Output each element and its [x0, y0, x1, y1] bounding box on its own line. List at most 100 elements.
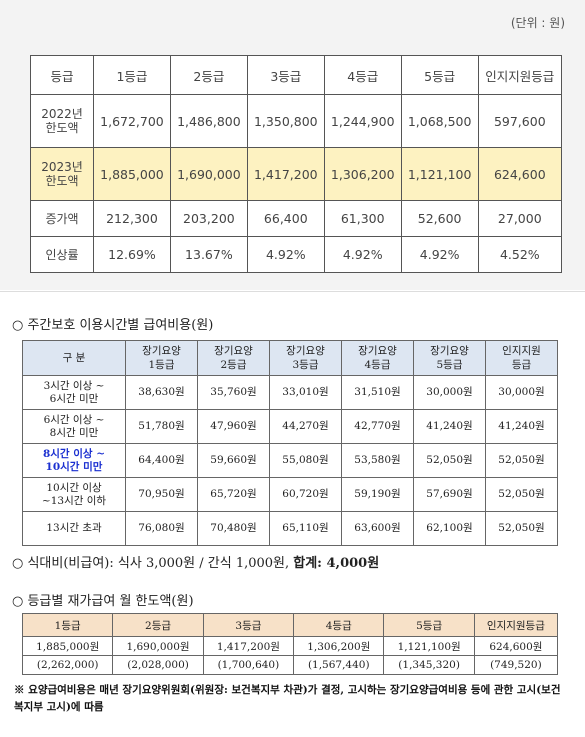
- table-cell: 61,300: [323, 200, 402, 237]
- row-label-line: 10시간 미만: [45, 460, 103, 473]
- table-row: 1,885,000원 1,690,000원 1,417,200원 1,306,2…: [21, 636, 559, 656]
- header-cell: 1등급: [93, 55, 171, 95]
- table-cell: 624,600: [477, 147, 563, 201]
- header-line: 3등급: [292, 359, 319, 371]
- table-cell: 212,300: [93, 200, 171, 237]
- table-cell: 30,000원: [413, 375, 486, 410]
- table-cell: 33,010원: [269, 375, 342, 410]
- row-label-line: 6시간 미만: [49, 392, 99, 405]
- table-row: 3시간 이상 ~6시간 미만 38,630원 35,760원 33,010원 3…: [22, 375, 558, 410]
- header-cell: 인지지원등급: [473, 613, 559, 637]
- table-cell: 41,240원: [485, 409, 558, 444]
- header-cell: 3등급: [202, 613, 295, 637]
- table-row: 6시간 이상 ~8시간 미만 51,780원 47,960원 44,270원 4…: [22, 409, 558, 444]
- header-cell: 등급: [30, 55, 94, 95]
- table-cell: 1,306,200: [323, 147, 402, 201]
- header-line: 4등급: [364, 359, 391, 371]
- row-label: 증가액: [30, 200, 94, 237]
- table-cell: 1,121,100: [400, 147, 479, 201]
- table-cell: 1,244,900: [323, 94, 402, 148]
- header-cell: 구 분: [22, 340, 126, 376]
- table-row: 13시간 초과 76,080원 70,480원 65,110원 63,600원 …: [22, 511, 558, 546]
- table-cell: 52,050원: [485, 477, 558, 512]
- table-cell: (1,700,640): [202, 655, 295, 675]
- table-cell: 1,672,700: [93, 94, 171, 148]
- table-cell: 70,950원: [125, 477, 198, 512]
- table-cell: 1,885,000: [93, 147, 171, 201]
- header-cell: 2등급: [169, 55, 248, 95]
- table-cell: 42,770원: [341, 409, 414, 444]
- row-label-line: 한도액: [45, 121, 79, 135]
- table-cell: 52,050원: [485, 511, 558, 546]
- table-cell: 41,240원: [413, 409, 486, 444]
- table-cell: 1,306,200원: [293, 636, 385, 656]
- header-cell: 장기요양 1등급: [125, 340, 198, 376]
- table-cell: 55,080원: [269, 443, 342, 478]
- meal-cost-text: ○ 식대비(비급여): 식사 3,000원 / 간식 1,000원,: [12, 556, 294, 571]
- row-label: 8시간 이상 ~10시간 미만: [22, 443, 126, 478]
- table-cell: (1,567,440): [293, 655, 385, 675]
- table-header-row: 등급 1등급 2등급 3등급 4등급 5등급 인지지원등급: [30, 55, 563, 95]
- header-cell: 장기요양 2등급: [197, 340, 270, 376]
- table-cell: 59,660원: [197, 443, 270, 478]
- table-cell: 4.52%: [477, 236, 563, 273]
- header-cell: 5등급: [400, 55, 479, 95]
- table-cell: 76,080원: [125, 511, 198, 546]
- table-cell: 4.92%: [323, 236, 402, 273]
- row-label-line: 한도액: [45, 174, 79, 188]
- table-cell: 1,885,000원: [21, 636, 114, 656]
- header-line: 5등급: [436, 359, 463, 371]
- table-cell: 30,000원: [485, 375, 558, 410]
- table-cell: 64,400원: [125, 443, 198, 478]
- footnote: ※ 요양급여비용은 매년 장기요양위원회(위원장: 보건복지부 차관)가 결정,…: [14, 684, 561, 713]
- header-line: 1등급: [148, 359, 175, 371]
- meal-cost-line: ○ 식대비(비급여): 식사 3,000원 / 간식 1,000원, 합계: 4…: [12, 552, 379, 571]
- table-cell: 53,580원: [341, 443, 414, 478]
- header-cell: 3등급: [246, 55, 325, 95]
- header-cell: 인지지원등급: [477, 55, 563, 95]
- row-label-line: 10시간 이상: [46, 481, 102, 494]
- header-line: 장기요양: [358, 345, 397, 357]
- home-care-section-title: ○ 등급별 재가급여 월 한도액(원): [12, 594, 194, 609]
- limit-comparison-table: 등급 1등급 2등급 3등급 4등급 5등급 인지지원등급 2022년 한도액 1…: [30, 55, 563, 273]
- table-cell: 35,760원: [197, 375, 270, 410]
- header-line: 장기요양: [214, 345, 253, 357]
- row-label: 2022년 한도액: [30, 94, 94, 148]
- header-line: 장기요양: [142, 345, 181, 357]
- table-cell: 52,600: [400, 200, 479, 237]
- table-cell: 60,720원: [269, 477, 342, 512]
- header-line: 장기요양: [430, 345, 469, 357]
- header-cell: 5등급: [383, 613, 475, 637]
- table-cell: 57,690원: [413, 477, 486, 512]
- table-cell: 1,486,800: [169, 94, 248, 148]
- row-label: 13시간 초과: [22, 511, 126, 546]
- table-cell: 65,720원: [197, 477, 270, 512]
- row-label-line: 2022년: [41, 107, 83, 121]
- row-label-line: ~13시간 이하: [41, 494, 107, 507]
- header-cell: 장기요양 3등급: [269, 340, 342, 376]
- table-row: 2022년 한도액 1,672,700 1,486,800 1,350,800 1…: [30, 94, 563, 148]
- table-cell: 38,630원: [125, 375, 198, 410]
- meal-cost-total: 합계: 4,000원: [293, 556, 380, 571]
- table-cell: (749,520): [473, 655, 559, 675]
- row-label-line: 6시간 이상 ~: [43, 413, 105, 426]
- table-cell: (2,028,000): [112, 655, 204, 675]
- home-care-limit-table: 1등급 2등급 3등급 4등급 5등급 인지지원등급 1,885,000원 1,…: [21, 613, 559, 675]
- header-cell: 1등급: [21, 613, 114, 637]
- header-cell: 4등급: [323, 55, 402, 95]
- table-cell: 70,480원: [197, 511, 270, 546]
- table-cell: 1,068,500: [400, 94, 479, 148]
- table-cell: 203,200: [169, 200, 248, 237]
- table-cell: 52,050원: [485, 443, 558, 478]
- row-label-line: 8시간 미만: [49, 426, 99, 439]
- unit-note: (단위 : 원): [510, 16, 565, 30]
- header-line: 인지지원: [502, 345, 541, 357]
- table-cell: 1,417,200: [246, 147, 325, 201]
- header-cell: 장기요양 4등급: [341, 340, 414, 376]
- row-label: 6시간 이상 ~8시간 미만: [22, 409, 126, 444]
- table-cell: 65,110원: [269, 511, 342, 546]
- table-cell: 52,050원: [413, 443, 486, 478]
- table-cell: 597,600: [477, 94, 563, 148]
- table-row-highlighted: 8시간 이상 ~10시간 미만 64,400원 59,660원 55,080원 …: [22, 443, 558, 478]
